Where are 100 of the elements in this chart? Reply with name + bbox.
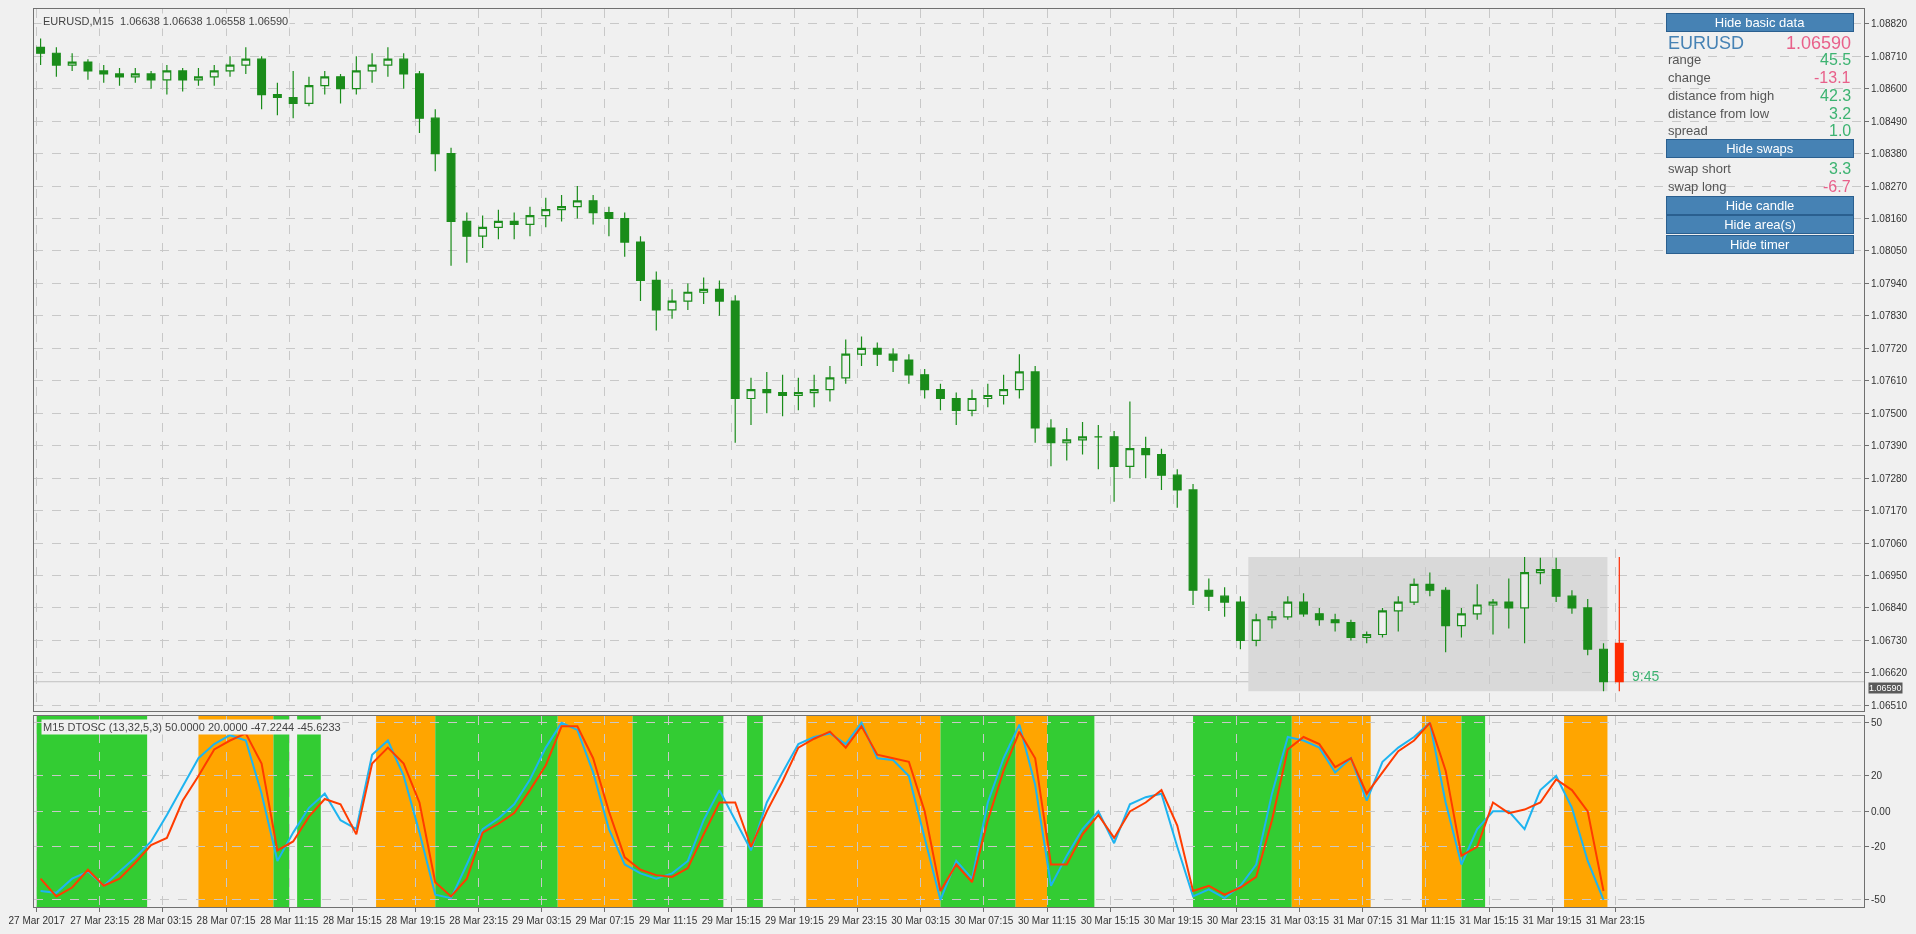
x-tick-label: 29 Mar 15:15	[701, 915, 762, 926]
x-tick-label: 31 Mar 03:15	[1270, 915, 1330, 926]
candlestick	[667, 288, 677, 320]
x-tick-label: 30 Mar 11:15	[1017, 915, 1077, 926]
candlestick	[367, 52, 377, 84]
x-tick-label: 27 Mar 23:15	[70, 915, 130, 926]
candlestick	[888, 347, 898, 373]
x-tick-label: 29 Mar 11:15	[639, 915, 698, 926]
candlestick	[525, 206, 535, 237]
x-tick-label: 30 Mar 23:15	[1206, 915, 1267, 926]
candlestick	[415, 70, 424, 134]
candlestick	[904, 353, 914, 385]
ref-line-label: 1.06590	[1869, 683, 1902, 693]
candlestick	[730, 294, 740, 444]
x-tick-label: 28 Mar 19:15	[386, 915, 446, 926]
x-tick-label: 30 Mar 03:15	[891, 915, 951, 926]
candlestick	[83, 58, 93, 81]
y-tick-label: 1.07940	[1871, 277, 1908, 289]
candlestick	[462, 211, 472, 264]
x-tick-label: 30 Mar 19:15	[1143, 915, 1204, 926]
candlestick	[1535, 557, 1545, 585]
x-tick-label: 28 Mar 07:15	[196, 915, 256, 926]
x-tick-label: 29 Mar 19:15	[764, 915, 825, 926]
candlestick	[967, 389, 977, 417]
candlestick	[1141, 436, 1151, 479]
candlestick	[1393, 595, 1403, 633]
candlestick	[257, 55, 267, 110]
candlestick	[288, 70, 298, 119]
candlestick	[1314, 607, 1324, 627]
candlestick	[336, 73, 345, 105]
candlestick	[51, 46, 61, 78]
candlestick	[351, 55, 361, 96]
candlestick	[446, 147, 456, 267]
candlestick	[809, 374, 819, 408]
candlestick	[841, 338, 851, 385]
candlestick	[541, 197, 551, 228]
annotation: -6.7	[1823, 178, 1851, 195]
candlestick	[146, 70, 156, 90]
candlestick	[272, 82, 282, 116]
text: M15 DTOSC (13,32,5,3) 50.0000 20.0000 -47.2244 -45.6233	[43, 721, 341, 733]
annotation: Hide timer	[1730, 237, 1790, 252]
x-tick-label: 29 Mar 23:15	[828, 915, 888, 926]
candlestick	[651, 271, 661, 332]
candlestick	[241, 46, 251, 75]
annotation: swap short	[1668, 161, 1732, 176]
candlestick	[509, 211, 519, 240]
candlestick	[399, 52, 409, 90]
candlestick	[1456, 607, 1466, 639]
candlestick	[1283, 595, 1293, 621]
candlestick	[1299, 592, 1309, 618]
x-tick-label: 31 Mar 19:15	[1522, 915, 1583, 926]
candlestick	[162, 64, 172, 96]
annotation: Hide area(s)	[1724, 217, 1796, 232]
candlestick	[304, 76, 314, 107]
candlestick	[746, 377, 756, 426]
annotation: 42.3	[1820, 87, 1852, 104]
candlestick	[1030, 365, 1040, 444]
candlestick	[1204, 577, 1214, 612]
candlestick	[209, 64, 219, 87]
candlestick	[620, 211, 630, 258]
y-tick-label: 1.08600	[1871, 83, 1908, 95]
candlestick	[1267, 610, 1277, 630]
annotation: -13.1	[1814, 69, 1851, 86]
y-tick-label: -20	[1871, 841, 1886, 853]
candlestick	[1425, 571, 1435, 597]
control-button: Hide area(s)	[1666, 215, 1854, 234]
candlestick	[1078, 421, 1087, 456]
annotation: EURUSD	[1668, 33, 1745, 53]
candlestick	[1046, 418, 1056, 467]
y-tick-label: 1.06840	[1871, 602, 1908, 614]
y-tick-label: -50	[1871, 894, 1886, 906]
candlestick	[478, 214, 488, 249]
candlestick	[636, 235, 645, 302]
y-tick-label: 1.07830	[1871, 310, 1908, 322]
candlestick	[178, 67, 188, 93]
candlestick	[935, 383, 945, 411]
candlestick	[1251, 613, 1261, 647]
y-tick-label: 1.06620	[1871, 667, 1908, 679]
candlestick	[1520, 556, 1530, 644]
annotation: swap long	[1668, 179, 1727, 194]
annotation: spread	[1668, 123, 1708, 138]
y-tick-label: 0.00	[1871, 805, 1891, 817]
y-tick-label: 1.07610	[1871, 375, 1908, 387]
candlestick	[1014, 353, 1024, 400]
annotation: 1.06590	[1786, 33, 1852, 53]
y-tick-label: 1.08050	[1871, 245, 1908, 257]
candlestick	[683, 282, 693, 311]
candlestick	[1188, 483, 1198, 606]
candlestick	[1109, 430, 1119, 503]
candlestick	[67, 52, 77, 72]
candlestick	[1551, 557, 1561, 603]
x-tick-label: 31 Mar 15:15	[1459, 915, 1519, 926]
candlestick	[557, 194, 567, 223]
x-tick-label: 28 Mar 23:15	[449, 915, 509, 926]
annotation: Hide basic data	[1714, 15, 1806, 30]
x-tick-label: 28 Mar 03:15	[133, 915, 193, 926]
candlestick	[1599, 642, 1608, 692]
annotation: 3.2	[1829, 105, 1852, 122]
candlestick	[604, 206, 614, 237]
x-tick-label: 29 Mar 03:15	[512, 915, 572, 926]
